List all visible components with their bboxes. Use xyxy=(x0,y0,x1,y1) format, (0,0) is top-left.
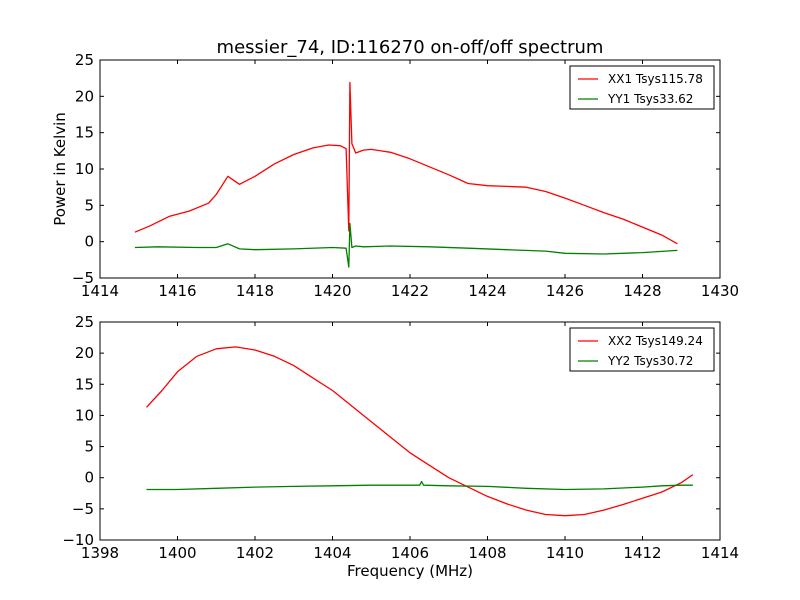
legend-box-bottom xyxy=(569,327,715,372)
x-tick-label-bottom: 1412 xyxy=(623,544,661,562)
series-line-xx1 xyxy=(134,81,678,245)
x-tick-label-top: 1414 xyxy=(81,282,119,300)
ticks-top: 1414 1416 1418 1420 1422 1424 1426 1428 1430 −5 0 5… xyxy=(72,51,739,300)
series-group-top xyxy=(134,81,678,268)
x-tick-label-top: 1420 xyxy=(313,282,351,300)
legend-label-xx1: XX1 Tsys115.78 xyxy=(608,72,703,86)
y-tick-label-top: 10 xyxy=(75,160,94,178)
y-tick-label-bottom: −10 xyxy=(62,531,94,549)
x-tick-label-bottom: 1402 xyxy=(236,544,274,562)
y-tick-label-top: 5 xyxy=(84,196,94,214)
x-tick-label-top: 1422 xyxy=(391,282,429,300)
y-tick-label-bottom: 15 xyxy=(75,375,94,393)
plot-frame-top xyxy=(99,59,721,279)
x-tick-label-top: 1430 xyxy=(701,282,739,300)
plot-top: 1414 1416 1418 1420 1422 1424 1426 1428 1430 −5 0 5… xyxy=(72,51,739,300)
legend-label-yy2: YY2 Tsys30.72 xyxy=(607,354,693,368)
x-tick-label-top: 1426 xyxy=(546,282,584,300)
series-line-xx2 xyxy=(146,346,694,517)
plot-bottom: 1398 1400 1402 1404 1406 1408 1410 1412 1414 −10 −… xyxy=(62,313,739,562)
x-tick-label-bottom: 1414 xyxy=(701,544,739,562)
y-tick-label-top: 20 xyxy=(75,87,94,105)
legend-label-yy1: YY1 Tsys33.62 xyxy=(607,92,693,106)
y-tick-label-top: 15 xyxy=(75,124,94,142)
x-tick-label-bottom: 1408 xyxy=(468,544,506,562)
series-line-yy2 xyxy=(146,480,693,491)
chart-title: messier_74, ID:116270 on-off/off spectru… xyxy=(217,37,604,58)
x-tick-label-top: 1424 xyxy=(468,282,506,300)
series-group-bottom xyxy=(146,346,694,517)
x-tick-label-bottom: 1406 xyxy=(391,544,429,562)
x-tick-label-top: 1416 xyxy=(158,282,196,300)
y-tick-label-bottom: 10 xyxy=(75,406,94,424)
y-tick-label-top: −5 xyxy=(72,269,94,287)
y-tick-label-top: 25 xyxy=(75,51,94,69)
y-axis-label-top: Power in Kelvin xyxy=(51,112,69,226)
legend-top: XX1 Tsys115.78 YY1 Tsys33.62 xyxy=(569,65,715,110)
y-tick-label-bottom: 0 xyxy=(84,469,94,487)
y-tick-label-top: 0 xyxy=(84,233,94,251)
series-line-yy1 xyxy=(134,222,678,268)
y-tick-label-bottom: −5 xyxy=(72,500,94,518)
y-tick-label-bottom: 25 xyxy=(75,313,94,331)
legend-label-xx2: XX2 Tsys149.24 xyxy=(608,334,703,348)
x-tick-label-top: 1418 xyxy=(236,282,274,300)
y-tick-label-bottom: 5 xyxy=(84,438,94,456)
y-tick-label-bottom: 20 xyxy=(75,344,94,362)
legend-box-top xyxy=(569,65,715,110)
x-tick-label-bottom: 1400 xyxy=(158,544,196,562)
x-axis-label-bottom: Frequency (MHz) xyxy=(347,562,473,580)
x-tick-label-bottom: 1398 xyxy=(81,544,119,562)
x-tick-label-bottom: 1410 xyxy=(546,544,584,562)
legend-bottom: XX2 Tsys149.24 YY2 Tsys30.72 xyxy=(569,327,715,372)
plot-frame-bottom xyxy=(99,321,721,541)
x-tick-label-top: 1428 xyxy=(623,282,661,300)
ticks-bottom: 1398 1400 1402 1404 1406 1408 1410 1412 1414 −10 −… xyxy=(62,313,739,562)
x-tick-label-bottom: 1404 xyxy=(313,544,351,562)
